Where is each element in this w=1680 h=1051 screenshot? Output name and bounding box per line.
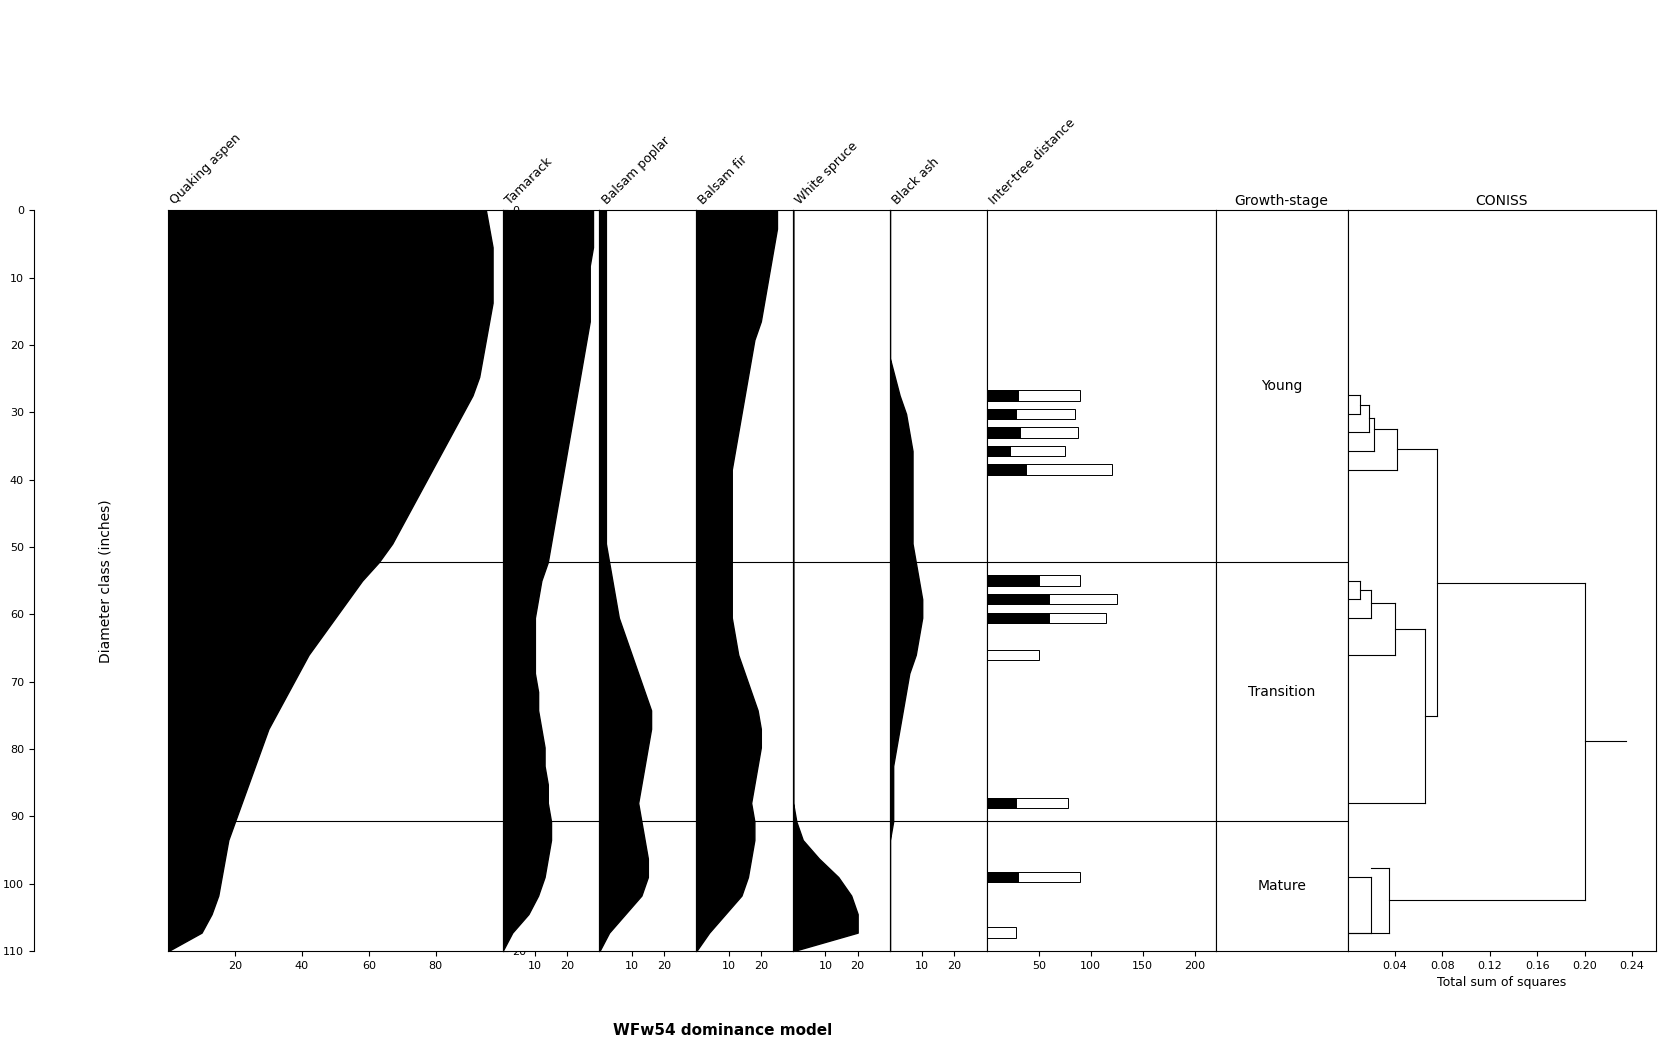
Bar xyxy=(986,798,1067,808)
Bar xyxy=(986,390,1018,400)
Bar xyxy=(986,576,1080,585)
Bar xyxy=(986,428,1020,437)
Text: WFw54 dominance model: WFw54 dominance model xyxy=(613,1024,832,1038)
Text: Transition: Transition xyxy=(1247,685,1314,699)
Bar xyxy=(986,446,1063,456)
Text: Mature: Mature xyxy=(1257,880,1305,893)
Text: Balsam poplar: Balsam poplar xyxy=(600,135,672,207)
Text: White spruce: White spruce xyxy=(793,140,860,207)
Text: Black ash: Black ash xyxy=(889,156,941,207)
Bar xyxy=(986,650,1038,660)
Bar xyxy=(986,798,1015,808)
Bar xyxy=(986,872,1080,882)
Title: CONISS: CONISS xyxy=(1475,193,1527,208)
Bar xyxy=(986,927,1015,937)
Bar xyxy=(986,409,1015,419)
Bar xyxy=(986,594,1116,604)
Bar xyxy=(986,465,1026,475)
Bar xyxy=(986,613,1105,623)
Bar xyxy=(986,576,1038,585)
X-axis label: Total sum of squares: Total sum of squares xyxy=(1436,976,1566,989)
Text: Tamarack: Tamarack xyxy=(502,156,554,207)
Bar xyxy=(986,446,1010,456)
Text: Diameter class (inches): Diameter class (inches) xyxy=(99,499,113,663)
Bar xyxy=(986,465,1110,475)
Bar xyxy=(986,428,1077,437)
Title: Growth-stage: Growth-stage xyxy=(1235,193,1327,208)
Text: Quaking aspen: Quaking aspen xyxy=(168,131,244,207)
Bar xyxy=(986,390,1080,400)
Text: Inter-tree distance: Inter-tree distance xyxy=(986,117,1077,207)
Bar xyxy=(986,594,1048,604)
Bar xyxy=(986,872,1018,882)
Bar xyxy=(986,613,1048,623)
Text: Young: Young xyxy=(1260,379,1302,393)
Text: Balsam fir: Balsam fir xyxy=(696,153,749,207)
Bar xyxy=(986,409,1075,419)
